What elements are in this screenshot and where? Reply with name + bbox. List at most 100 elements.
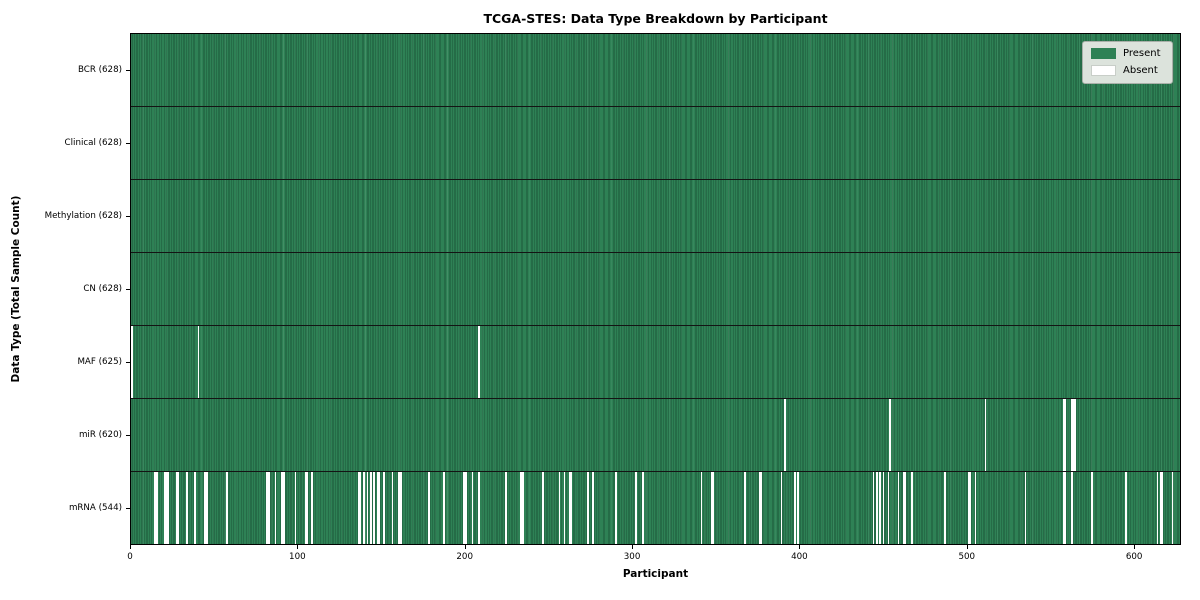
absent-cell [443,472,446,544]
absent-cell [520,472,522,544]
absent-cell [974,472,977,544]
heatmap-row-mir [131,399,1180,472]
absent-cell [274,472,277,544]
absent-cell [311,472,314,544]
absent-cell [1161,472,1164,544]
absent-cell [558,472,561,544]
heatmap-row-cn [131,253,1180,326]
absent-cell [283,472,285,544]
absent-cell [186,472,188,544]
absent-cell [383,472,385,544]
absent-cell [378,472,380,544]
x-tick-mark [632,545,634,549]
absent-cell [563,472,566,544]
absent-cell [1171,472,1174,544]
absent-cell [463,472,466,544]
absent-cell [359,472,362,544]
legend: Present Absent [1082,41,1173,84]
absent-cell [1063,399,1065,471]
heatmap-row-clinical [131,107,1180,180]
absent-cell [587,472,589,544]
y-tick-mark [126,289,130,290]
heatmap-row-mrna [131,472,1180,544]
absent-cell [1074,399,1077,471]
heatmap-row-methylation [131,180,1180,253]
absent-cell [399,472,402,544]
y-tick-mark [126,215,130,217]
absent-cell [568,472,571,544]
absent-cell [760,472,763,544]
absent-cell [363,472,365,544]
x-tick-label-300: 300 [623,552,641,562]
absent-cell [391,472,394,544]
y-tick-label-methylation: Methylation (628) [44,210,122,221]
absent-cell [521,472,524,544]
absent-cell [194,472,197,544]
x-tick-mark [297,545,299,549]
absent-cell [635,472,638,544]
absent-cell [294,472,297,544]
absent-cell [156,472,158,544]
absent-cell [615,472,618,544]
absent-cell [794,472,796,544]
absent-cell [266,472,268,544]
y-tick-mark [126,69,130,71]
x-tick-label-200: 200 [456,552,473,562]
absent-cell [478,326,481,398]
legend-item-present: Present [1091,48,1164,59]
absent-cell [478,472,481,544]
absent-cell [167,472,170,544]
absent-cell [1073,399,1075,471]
absent-cell [944,472,947,544]
absent-cell [1124,472,1127,544]
absent-cell [176,472,178,544]
absent-cell [197,326,200,398]
absent-cell [911,472,913,544]
absent-cell [206,472,208,544]
heatmap-row-bcr [131,34,1180,107]
absent-cell [902,472,905,544]
y-axis-label: Data Type (Total Sample Count) [10,195,22,383]
absent-cell [204,472,207,544]
absent-cell [889,399,891,471]
absent-cell [759,472,761,544]
absent-cell [875,472,878,544]
legend-label-present: Present [1123,48,1161,59]
y-tick-label-mir: miR (620) [78,430,122,441]
absent-cell [1024,472,1027,544]
absent-cell [369,472,372,544]
absent-cell [505,472,507,544]
x-tick-mark [464,545,466,549]
x-tick-mark [966,545,968,549]
absent-cell [984,399,987,471]
x-tick-label-600: 600 [1125,552,1143,562]
absent-cell [358,472,360,544]
heatmap-row-maf [131,326,1180,399]
y-tick-label-maf: MAF (625) [77,357,122,368]
plot-area [130,33,1181,545]
absent-cell [872,472,875,544]
absent-cell [1064,399,1067,471]
absent-cell [304,472,307,544]
legend-label-absent: Absent [1123,65,1158,76]
absent-cell [882,472,885,544]
y-tick-label-clinical: Clinical (628) [64,137,122,148]
absent-cell [780,472,783,544]
absent-cell [887,472,890,544]
absent-cell [969,472,972,544]
absent-cell [1156,472,1159,544]
absent-cell [570,472,572,544]
absent-cell [366,472,369,544]
x-axis-label: Participant [622,568,689,580]
absent-cell [897,472,900,544]
absent-cell [710,472,713,544]
absent-cell [281,472,283,544]
x-tick-label-500: 500 [958,552,976,562]
y-tick-mark [126,362,130,364]
absent-cell [1071,472,1074,544]
y-tick-label-mrna: mRNA (544) [68,503,122,514]
y-tick-label-bcr: BCR (628) [77,64,122,75]
x-tick-mark [1134,545,1136,549]
absent-cell [267,472,270,544]
absent-cell [797,472,800,544]
